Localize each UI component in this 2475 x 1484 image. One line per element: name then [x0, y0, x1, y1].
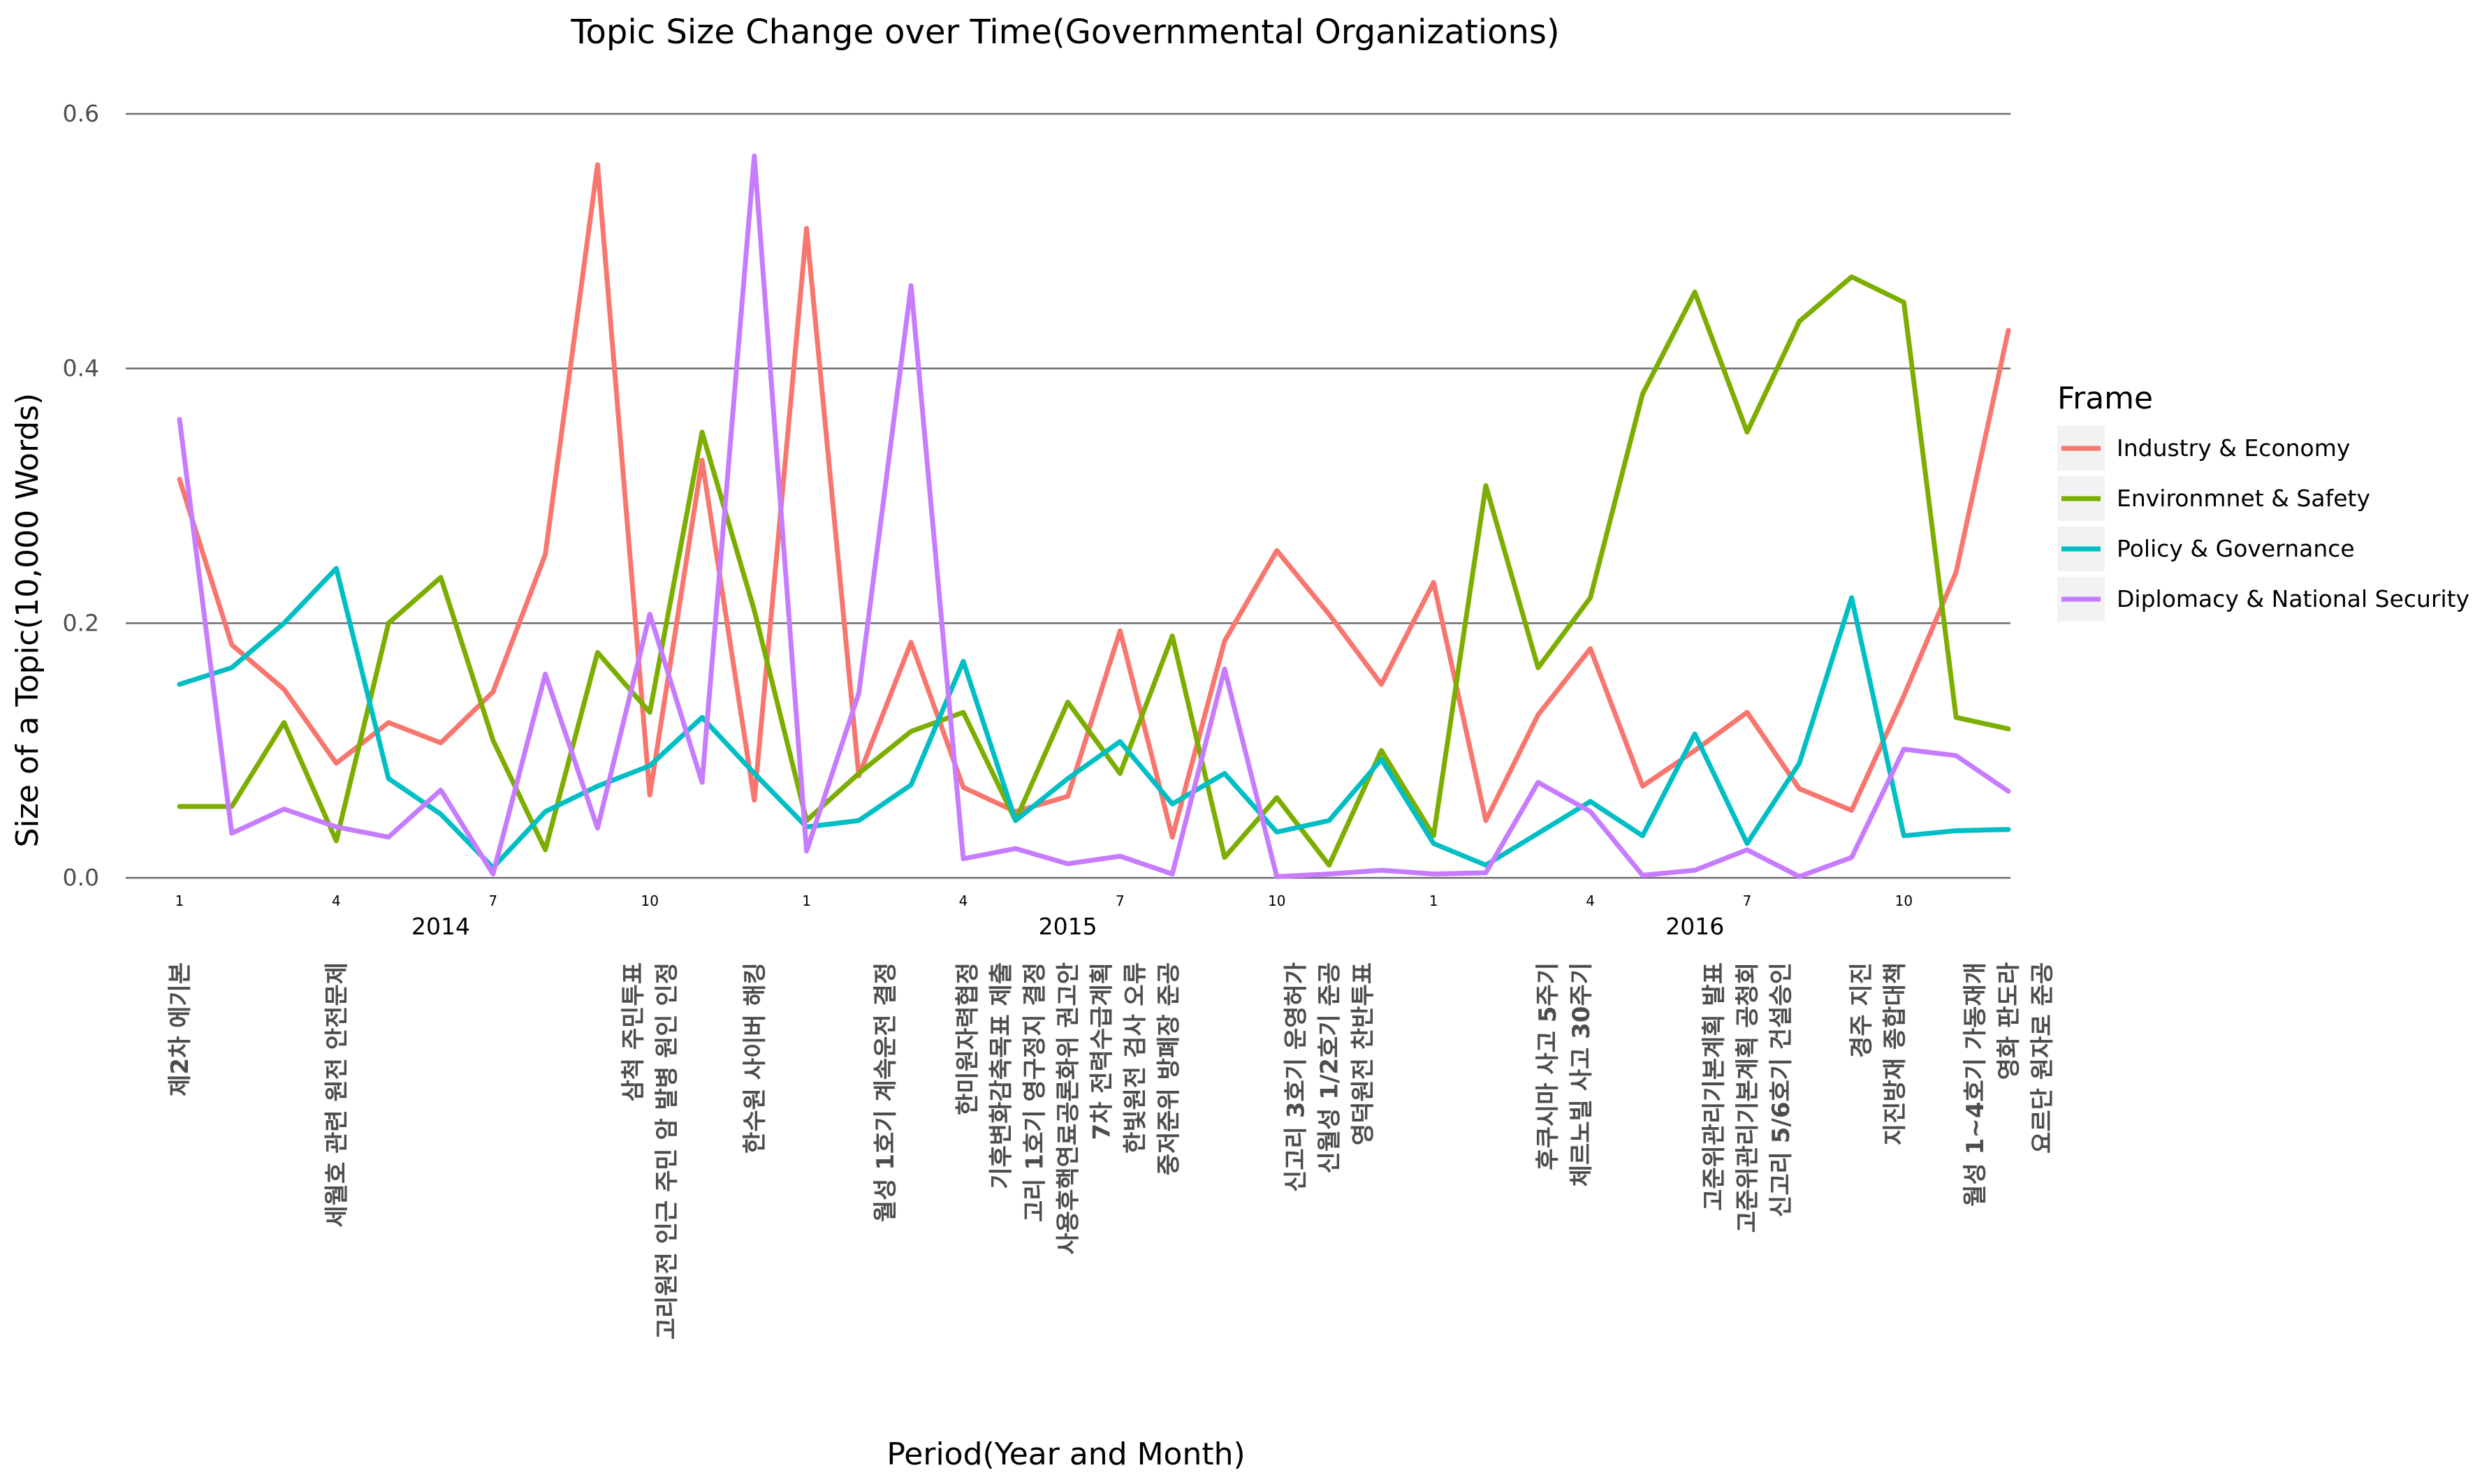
x-tick-label: 1 — [1429, 892, 1438, 909]
event-label: 고리 1호기 영구정지 결정 — [1021, 962, 1049, 1222]
legend-label: Industry & Economy — [2117, 434, 2350, 462]
x-tick-label: 10 — [641, 892, 658, 909]
x-tick-label: 10 — [1268, 892, 1285, 909]
series-line-1 — [177, 162, 2011, 840]
x-tick-label: 7 — [1116, 892, 1125, 909]
year-label: 2016 — [1665, 913, 1724, 940]
event-label: 월성 1~4호기 가동재개 — [1962, 962, 1990, 1207]
x-tick-labels: 1 4 7 10 1 4 7 10 1 4 7 10 — [175, 892, 1913, 909]
x-tick-label: 4 — [332, 892, 341, 909]
event-label: 월성 1호기 계속운전 결정 — [872, 962, 900, 1222]
event-label: 신월성 1/2호기 준공 — [1316, 962, 1344, 1173]
legend-title: Frame — [2057, 381, 2153, 416]
event-label: 영화 판도라 — [1995, 962, 2023, 1080]
legend-label: Diplomacy & National Security — [2117, 585, 2469, 612]
series-lines — [177, 153, 2011, 879]
legend: Frame Industry & Economy Environmnet & Sa… — [2057, 381, 2469, 622]
event-label: 고준위관리기본계획 발표 — [1700, 962, 1728, 1211]
y-axis-title: Size of a Topic(10,000 Words) — [10, 393, 45, 848]
event-label: 7차 전력수급계획 — [1088, 962, 1116, 1140]
event-label: 고리원전 인근 주민 암 발병 원인 인정 — [653, 962, 681, 1339]
grid-lines — [126, 112, 2010, 879]
event-label: 기후변화감축목표 제출 — [988, 962, 1016, 1189]
event-label: 한빛원전 검사 오류 — [1122, 962, 1150, 1154]
event-label: 한미원자력협정 — [954, 962, 982, 1115]
legend-label: Policy & Governance — [2117, 535, 2355, 562]
year-labels: 2014 2015 2016 — [411, 913, 1724, 940]
event-label: 중저준위 방폐장 준공 — [1155, 962, 1183, 1175]
event-label: 고준위관리기본계획 공청회 — [1734, 962, 1762, 1233]
x-tick-label: 7 — [488, 892, 497, 909]
year-label: 2015 — [1039, 913, 1097, 940]
event-label: 영덕원전 찬반투표 — [1350, 962, 1378, 1145]
event-label: 사용후핵연료공론화위 권고안 — [1055, 962, 1083, 1254]
event-label: 신고리 3호기 운영허가 — [1283, 962, 1310, 1192]
event-label: 경주 지진 — [1848, 962, 1876, 1058]
x-tick-label: 10 — [1895, 892, 1913, 909]
x-tick-label: 1 — [175, 892, 184, 909]
x-tick-label: 4 — [959, 892, 968, 909]
event-label: 신고리 5/6호기 건설승인 — [1767, 962, 1795, 1217]
y-tick-label: 0.0 — [63, 864, 99, 891]
event-label: 삼척 주민투표 — [620, 962, 648, 1102]
year-label: 2014 — [411, 913, 470, 940]
x-tick-label: 7 — [1743, 892, 1752, 909]
event-label: 체르노빌 사고 30주기 — [1568, 962, 1596, 1187]
event-label: 한수원 사이버 해킹 — [741, 962, 769, 1154]
legend-label: Environmnet & Safety — [2117, 485, 2370, 512]
series-line-2 — [177, 274, 2011, 868]
x-tick-label: 1 — [802, 892, 811, 909]
series-line-4 — [177, 153, 2011, 879]
x-tick-label: 4 — [1586, 892, 1595, 909]
chart-title: Topic Size Change over Time(Governmental… — [570, 13, 1559, 52]
y-tick-label: 0.2 — [63, 609, 99, 636]
event-label: 제2차 에기본 — [166, 962, 194, 1096]
event-label: 요르단 원자로 준공 — [2029, 962, 2057, 1154]
y-tick-labels: 0.0 0.2 0.4 0.6 — [63, 100, 99, 891]
event-label: 후쿠시마 사고 5주기 — [1534, 962, 1562, 1170]
event-annotations: 제2차 에기본 세월호 관련 원전 안전문제 삼척 주민투표 고리원전 인근 주민 암… — [166, 962, 2057, 1339]
y-tick-label: 0.6 — [63, 100, 99, 127]
x-axis-title: Period(Year and Month) — [886, 1437, 1245, 1472]
event-label: 세월호 관련 원전 안전문제 — [323, 962, 351, 1228]
event-label: 지진방재 종합대책 — [1881, 962, 1909, 1145]
y-tick-label: 0.4 — [63, 355, 99, 382]
